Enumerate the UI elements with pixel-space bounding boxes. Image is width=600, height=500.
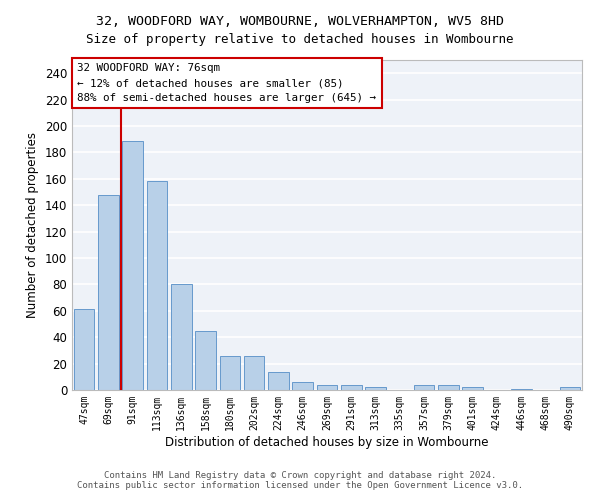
Bar <box>438 384 459 390</box>
Bar <box>560 388 580 390</box>
Bar <box>195 330 216 390</box>
Bar <box>146 182 167 390</box>
Bar <box>292 382 313 390</box>
Y-axis label: Number of detached properties: Number of detached properties <box>26 132 39 318</box>
Text: Contains HM Land Registry data © Crown copyright and database right 2024.
Contai: Contains HM Land Registry data © Crown c… <box>77 470 523 490</box>
Bar <box>268 372 289 390</box>
Bar <box>511 388 532 390</box>
Bar <box>122 140 143 390</box>
Text: 32 WOODFORD WAY: 76sqm
← 12% of detached houses are smaller (85)
88% of semi-det: 32 WOODFORD WAY: 76sqm ← 12% of detached… <box>77 64 376 103</box>
Text: Size of property relative to detached houses in Wombourne: Size of property relative to detached ho… <box>86 32 514 46</box>
Bar <box>341 384 362 390</box>
X-axis label: Distribution of detached houses by size in Wombourne: Distribution of detached houses by size … <box>165 436 489 448</box>
Bar <box>365 388 386 390</box>
Bar <box>244 356 265 390</box>
Text: 32, WOODFORD WAY, WOMBOURNE, WOLVERHAMPTON, WV5 8HD: 32, WOODFORD WAY, WOMBOURNE, WOLVERHAMPT… <box>96 15 504 28</box>
Bar <box>74 310 94 390</box>
Bar <box>98 194 119 390</box>
Bar <box>317 384 337 390</box>
Bar <box>463 388 483 390</box>
Bar <box>171 284 191 390</box>
Bar <box>220 356 240 390</box>
Bar <box>414 384 434 390</box>
